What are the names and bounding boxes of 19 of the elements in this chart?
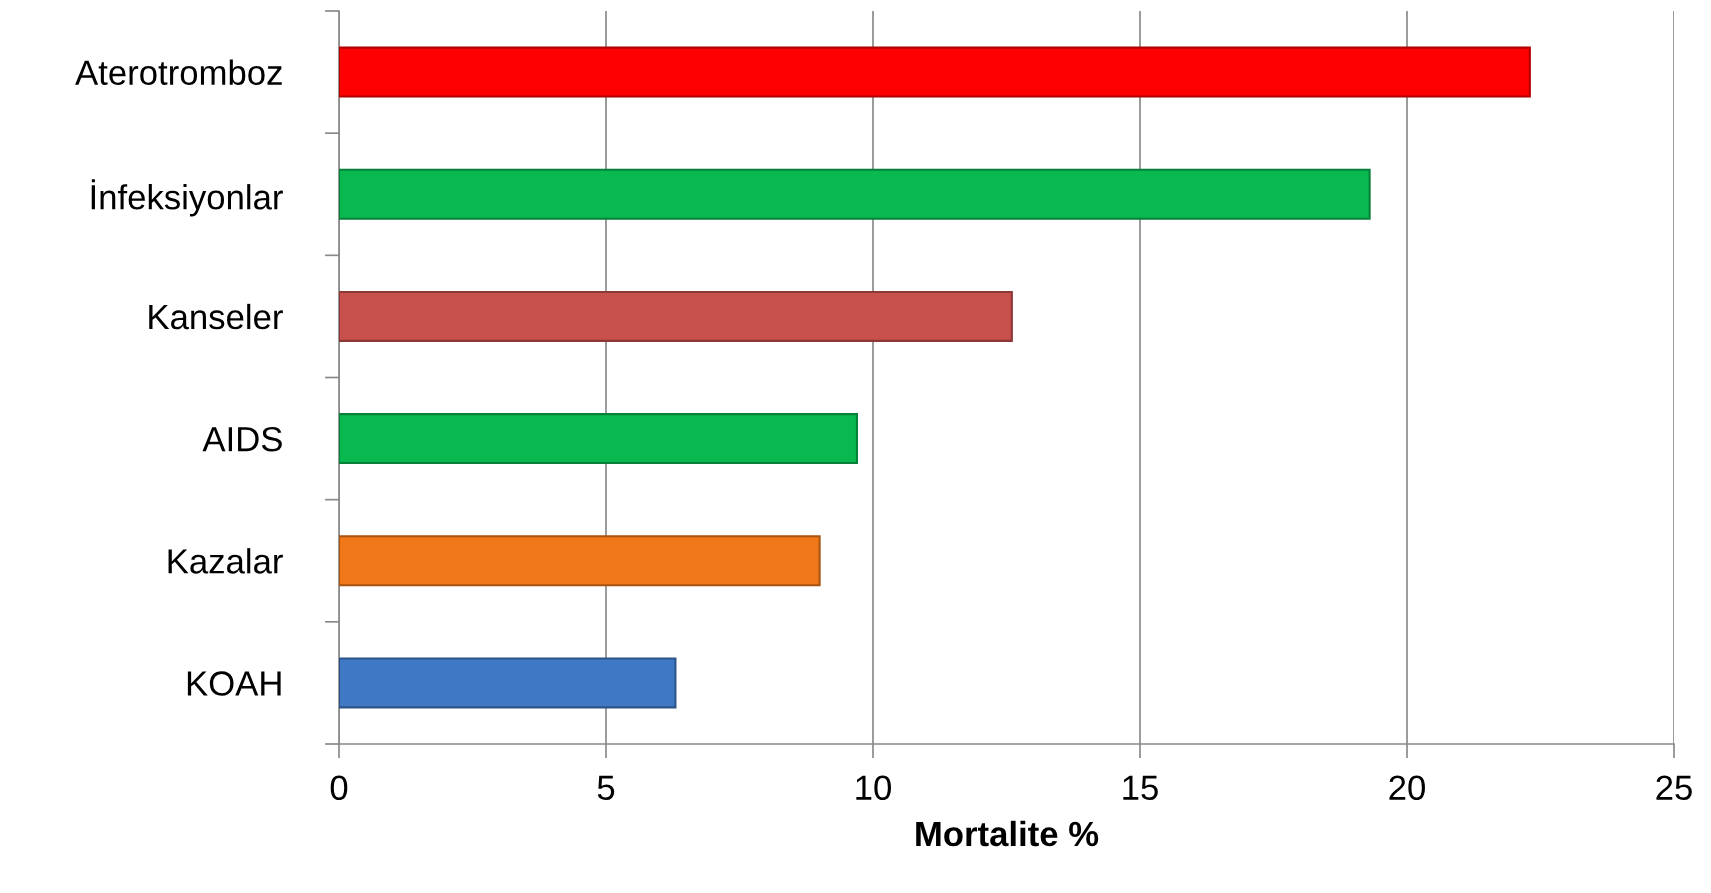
- bar: [339, 46, 1531, 98]
- x-axis-title: Mortalite %: [916, 820, 1099, 847]
- y-tick-label: KOAH: [187, 671, 281, 696]
- y-tick-label: Kazalar: [168, 548, 283, 574]
- bar: [339, 168, 1371, 220]
- y-tick-label: Kanseler: [149, 303, 283, 330]
- bar: [339, 657, 677, 709]
- x-tick-label: 5: [597, 775, 615, 801]
- x-tick-label: 0: [330, 775, 348, 801]
- x-tick-label: 25: [1656, 775, 1692, 801]
- y-tick-label: Aterotromboz: [75, 59, 282, 86]
- bar: [339, 535, 821, 587]
- y-tick-label: AIDS: [202, 426, 282, 452]
- x-tick-label: 20: [1389, 775, 1425, 801]
- bar: [339, 290, 1013, 342]
- x-tick-label: 15: [1123, 775, 1158, 801]
- y-tick-label: İnfeksiyonlar: [91, 179, 283, 217]
- bar: [339, 413, 859, 465]
- x-tick-label: 10: [856, 775, 891, 801]
